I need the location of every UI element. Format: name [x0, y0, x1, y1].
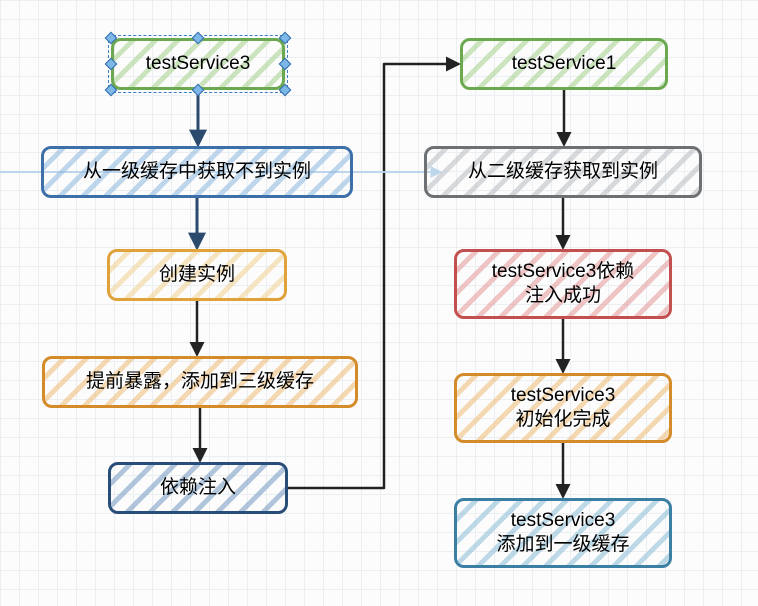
node-n8[interactable]: testService3依赖 注入成功 — [454, 249, 672, 319]
node-label: testService3 添加到一级缓存 — [496, 509, 629, 557]
node-n2[interactable]: 从一级缓存中获取不到实例 — [41, 146, 353, 198]
node-label: testService3 — [146, 52, 251, 76]
node-n7[interactable]: 从二级缓存获取到实例 — [424, 146, 702, 198]
node-n1[interactable]: testService3 — [111, 38, 285, 90]
diagram-canvas: testService3 从一级缓存中获取不到实例创建实例提前暴露，添加到三级缓存… — [0, 0, 758, 606]
node-n4[interactable]: 提前暴露，添加到三级缓存 — [42, 356, 358, 408]
node-n10[interactable]: testService3 添加到一级缓存 — [454, 498, 672, 568]
node-label: testService3 初始化完成 — [511, 384, 616, 432]
node-n3[interactable]: 创建实例 — [107, 249, 287, 301]
node-label: 依赖注入 — [160, 476, 236, 500]
node-n5[interactable]: 依赖注入 — [108, 462, 288, 514]
node-label: 从二级缓存获取到实例 — [468, 160, 658, 184]
node-n9[interactable]: testService3 初始化完成 — [454, 373, 672, 443]
node-label: 提前暴露，添加到三级缓存 — [86, 370, 314, 394]
node-label: testService3依赖 注入成功 — [492, 260, 635, 308]
node-n6[interactable]: testService1 — [460, 38, 668, 90]
node-label: 创建实例 — [159, 263, 235, 287]
node-label: testService1 — [512, 52, 617, 76]
node-label: 从一级缓存中获取不到实例 — [83, 160, 311, 184]
edge-elbow — [288, 64, 458, 488]
